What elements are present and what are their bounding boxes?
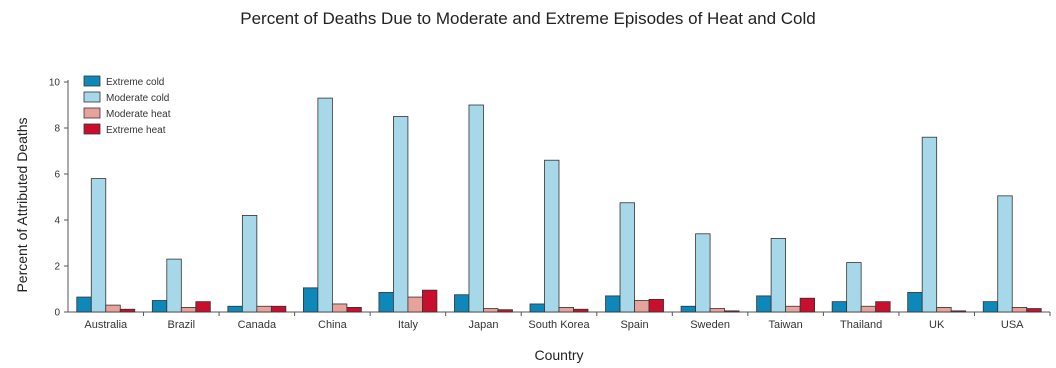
- bar-moderate-heat: [785, 305, 801, 313]
- bar-extreme-cold: [907, 292, 923, 313]
- bar-extreme-cold: [378, 292, 394, 313]
- y-axis-title: Percent of Attributed Deaths: [14, 117, 30, 292]
- bar-extreme-cold: [680, 305, 696, 313]
- bar-extreme-heat: [270, 305, 287, 313]
- bar-moderate-cold: [695, 233, 711, 313]
- bar-moderate-cold: [544, 159, 560, 313]
- legend-label: Extreme heat: [106, 125, 166, 136]
- x-tick-label: Japan: [468, 319, 498, 331]
- legend-swatch: [83, 107, 101, 119]
- bar-moderate-heat: [483, 308, 499, 313]
- chart-title: Percent of Deaths Due to Moderate and Ex…: [240, 9, 816, 28]
- bar-extreme-cold: [76, 296, 92, 313]
- bar-extreme-cold: [529, 303, 545, 313]
- bar-moderate-cold: [770, 237, 787, 313]
- bar-moderate-cold: [166, 258, 182, 313]
- bar-moderate-cold: [241, 214, 258, 313]
- y-tick-label: 2: [54, 262, 60, 273]
- bar-extreme-heat: [119, 308, 136, 313]
- x-tick-label: Sweden: [690, 319, 730, 331]
- y-tick-label: 4: [54, 216, 60, 227]
- y-tick-label: 10: [49, 78, 61, 89]
- bar-moderate-cold: [393, 116, 409, 313]
- bar-extreme-heat: [195, 301, 211, 313]
- bar-moderate-heat: [936, 306, 952, 313]
- x-tick-label: Taiwan: [768, 319, 802, 331]
- labels: Australia Brazil Canada China Italy Japan Sout…: [14, 117, 1024, 363]
- bar-moderate-cold: [921, 136, 938, 313]
- bar-extreme-heat: [1026, 308, 1042, 313]
- x-tick-label: Thailand: [840, 319, 882, 331]
- bar-moderate-heat: [634, 300, 650, 313]
- bar-moderate-cold: [90, 178, 107, 313]
- x-tick-label: UK: [929, 319, 945, 331]
- y-tick-label: 6: [54, 170, 60, 181]
- bars: [76, 97, 1042, 313]
- legend-label: Extreme cold: [106, 77, 164, 88]
- x-tick-label: Canada: [238, 319, 277, 331]
- bar-extreme-cold: [454, 294, 470, 313]
- bar-extreme-heat: [950, 310, 967, 313]
- bar-moderate-heat: [105, 304, 121, 313]
- legend-swatch: [83, 75, 101, 87]
- bar-moderate-cold: [846, 262, 862, 313]
- bar-moderate-heat: [331, 303, 348, 313]
- bar-moderate-heat: [256, 305, 272, 313]
- bar-moderate-heat: [860, 305, 877, 313]
- bar-extreme-cold: [982, 301, 999, 313]
- bar-moderate-cold: [619, 202, 635, 313]
- legend-swatch: [83, 123, 101, 135]
- x-tick-label: USA: [1001, 319, 1024, 331]
- bar-moderate-heat: [558, 306, 574, 313]
- legend-label: Moderate heat: [106, 109, 171, 120]
- y-tick-label: 0: [54, 308, 60, 319]
- bar-moderate-cold: [468, 104, 484, 313]
- bar-extreme-heat: [346, 306, 362, 313]
- bar-moderate-cold: [997, 195, 1013, 313]
- legend: Extreme cold Moderate cold Moderate heat Ex…: [83, 75, 171, 136]
- bar-moderate-heat: [180, 306, 197, 313]
- bar-extreme-heat: [422, 289, 438, 313]
- bar-moderate-cold: [317, 97, 333, 313]
- y-tick-label: 8: [54, 124, 60, 135]
- bar-extreme-cold: [756, 295, 772, 313]
- x-tick-label: South Korea: [528, 319, 590, 331]
- bar-extreme-cold: [831, 301, 848, 313]
- bar-extreme-heat: [573, 308, 589, 313]
- legend-label: Moderate cold: [106, 93, 169, 104]
- bar-extreme-heat: [724, 310, 740, 313]
- bar-moderate-heat: [709, 308, 725, 313]
- bar-extreme-cold: [227, 305, 243, 313]
- bar-extreme-heat: [799, 297, 816, 313]
- x-axis-title: Country: [534, 347, 583, 363]
- bar-extreme-heat: [497, 309, 513, 313]
- x-tick-label: Australia: [84, 319, 128, 331]
- bar-extreme-heat: [875, 301, 891, 313]
- legend-swatch: [83, 91, 101, 103]
- x-tick-label: China: [318, 319, 348, 331]
- bar-extreme-cold: [605, 295, 621, 313]
- x-tick-label: Italy: [398, 319, 419, 331]
- bar-extreme-cold: [151, 300, 168, 313]
- bar-moderate-heat: [407, 296, 423, 313]
- bar-extreme-heat: [648, 298, 664, 313]
- bar-moderate-heat: [1011, 306, 1028, 313]
- x-tick-label: Brazil: [168, 319, 196, 331]
- bar-extreme-cold: [302, 287, 319, 313]
- x-tick-label: Spain: [620, 319, 648, 331]
